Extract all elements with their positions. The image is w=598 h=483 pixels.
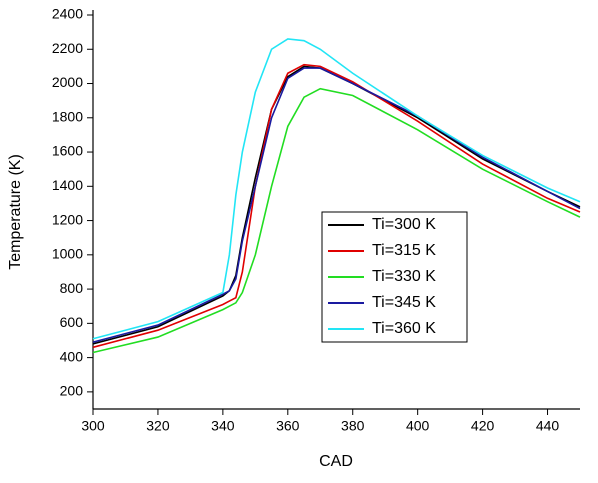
series-line (92, 38, 581, 340)
x-tick-label: 340 (211, 418, 235, 434)
y-tick-label: 2200 (52, 40, 83, 56)
x-tick-label: 440 (536, 418, 560, 434)
y-tick-label: 600 (60, 314, 84, 330)
x-tick-label: 420 (471, 418, 495, 434)
y-tick-label: 1600 (52, 143, 83, 159)
legend-label: Ti=315 K (372, 242, 436, 259)
x-tick-label: 320 (146, 418, 170, 434)
legend-label: Ti=345 K (372, 294, 436, 311)
series-line (92, 63, 581, 349)
y-tick-label: 1200 (52, 211, 83, 227)
y-tick-label: 1400 (52, 177, 83, 193)
x-tick-label: 380 (341, 418, 365, 434)
y-tick-label: 2400 (52, 6, 83, 22)
y-tick-label: 1000 (52, 246, 83, 262)
legend-label: Ti=330 K (372, 268, 436, 285)
x-tick-label: 360 (276, 418, 300, 434)
x-tick-label: 400 (406, 418, 430, 434)
x-axis-title: CAD (319, 453, 353, 470)
y-tick-label: 1800 (52, 108, 83, 124)
y-tick-label: 200 (60, 383, 84, 399)
y-axis-title: Temperature (K) (7, 154, 24, 270)
series-line (92, 87, 581, 354)
x-tick-label: 300 (81, 418, 105, 434)
legend-label: Ti=360 K (372, 320, 436, 337)
y-tick-label: 800 (60, 280, 84, 296)
legend-label: Ti=300 K (372, 216, 436, 233)
y-tick-label: 400 (60, 348, 84, 364)
y-tick-label: 2000 (52, 74, 83, 90)
